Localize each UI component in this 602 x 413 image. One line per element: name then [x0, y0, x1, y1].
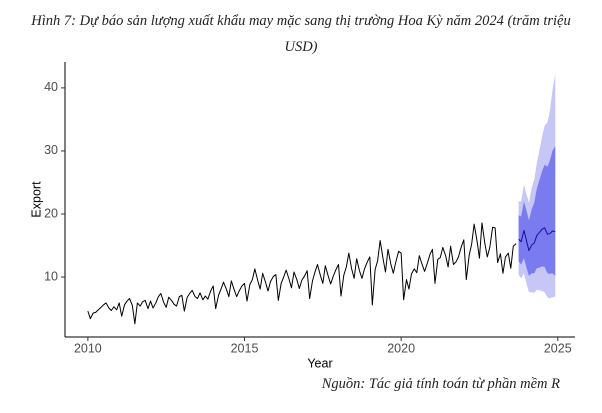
data-line — [518, 227, 556, 252]
x-tick-label: 2015 — [231, 341, 259, 355]
y-tick-label: 30 — [44, 143, 58, 157]
x-tick-label: 2025 — [544, 341, 572, 355]
data-line — [87, 222, 517, 325]
y-axis-title: Export — [29, 181, 43, 218]
source-note: Nguồn: Tác giả tính toán từ phần mềm R — [321, 376, 560, 392]
x-axis-title: Year — [307, 356, 332, 370]
y-tick-label: 20 — [44, 206, 58, 220]
x-tick-label: 2020 — [387, 341, 415, 355]
y-tick-label: 10 — [44, 269, 58, 283]
chart-title: Hình 7: Dự báo sản lượng xuất khẩu may m… — [31, 13, 571, 55]
prediction-interval — [518, 145, 556, 276]
x-tick-label: 2010 — [74, 341, 102, 355]
y-tick-label: 40 — [44, 80, 58, 94]
